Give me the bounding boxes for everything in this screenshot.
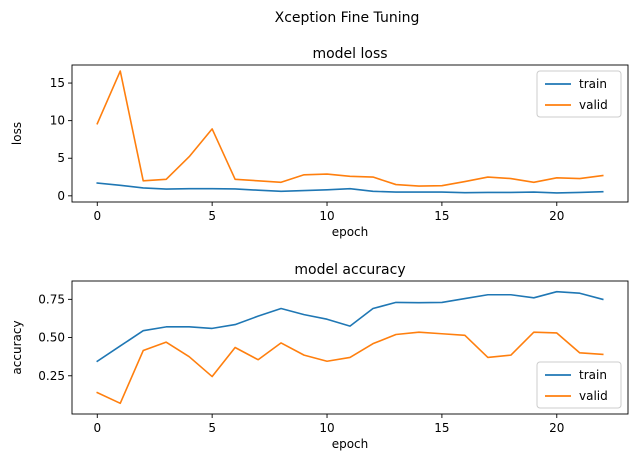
loss-x-tick-label: 20 xyxy=(549,209,564,223)
loss-x-tick-label: 10 xyxy=(319,209,334,223)
accuracy-y-tick-label: 0.50 xyxy=(38,331,65,345)
accuracy-legend-label-train: train xyxy=(579,368,607,382)
figure-title: Xception Fine Tuning xyxy=(275,10,420,26)
loss-y-axis-label: loss xyxy=(10,122,24,145)
loss-legend-label-valid: valid xyxy=(579,98,608,112)
accuracy-chart: model accuracy 0 5 10 15 20 0.25 0.50 0.75 epoch a… xyxy=(10,262,629,451)
accuracy-y-tick-label: 0.75 xyxy=(38,292,65,306)
loss-axes-frame xyxy=(71,64,629,203)
accuracy-y-tick-label: 0.25 xyxy=(38,369,65,383)
loss-x-axis-label: epoch xyxy=(332,225,369,239)
accuracy-x-tick-label: 15 xyxy=(434,421,449,435)
loss-chart: model loss 0 5 10 15 20 0 5 10 15 epoch loss train va… xyxy=(10,46,629,239)
accuracy-x-tick-label: 0 xyxy=(93,421,101,435)
accuracy-y-axis-label: accuracy xyxy=(10,320,24,374)
loss-legend: train valid xyxy=(536,70,622,118)
loss-train-line xyxy=(96,182,604,194)
loss-valid-line xyxy=(96,70,604,187)
loss-y-tick-label: 15 xyxy=(50,76,65,90)
accuracy-legend-label-valid: valid xyxy=(579,389,608,403)
accuracy-x-tick-label: 10 xyxy=(319,421,334,435)
accuracy-x-tick-label: 5 xyxy=(208,421,216,435)
accuracy-chart-title: model accuracy xyxy=(294,262,405,278)
loss-x-tick-label: 0 xyxy=(93,209,101,223)
accuracy-axes-frame xyxy=(71,280,629,415)
loss-legend-label-train: train xyxy=(579,77,607,91)
accuracy-x-tick-label: 20 xyxy=(549,421,564,435)
loss-y-tick-label: 10 xyxy=(50,114,65,128)
accuracy-train-line xyxy=(96,290,604,363)
loss-y-tick-label: 0 xyxy=(57,189,65,203)
loss-x-tick-label: 5 xyxy=(208,209,216,223)
accuracy-valid-line xyxy=(96,331,604,405)
accuracy-x-axis-label: epoch xyxy=(332,437,369,451)
loss-y-tick-label: 5 xyxy=(57,151,65,165)
loss-x-tick-label: 15 xyxy=(434,209,449,223)
loss-chart-title: model loss xyxy=(312,46,387,62)
accuracy-legend: train valid xyxy=(536,361,622,409)
